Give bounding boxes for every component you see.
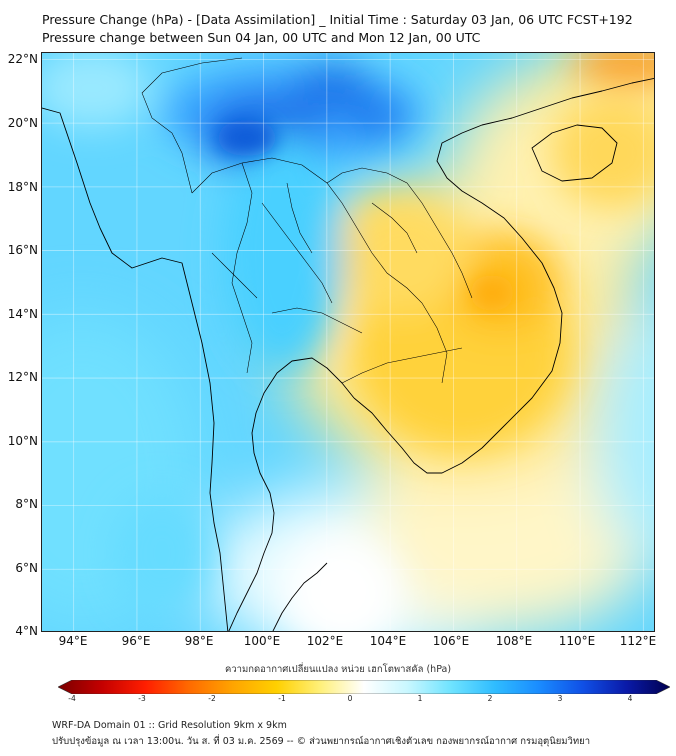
lat-label-22: 22°N	[7, 52, 38, 66]
boundary-cambodia	[341, 347, 463, 384]
colorbar-tick-neg3: -3	[138, 694, 146, 703]
lat-label-8: 8°N	[15, 497, 38, 511]
boundary-province-a	[261, 202, 333, 304]
lon-label-104: 104°E	[369, 634, 407, 648]
colorbar-tick-neg2: -2	[208, 694, 216, 703]
colorbar-bar	[57, 679, 671, 695]
boundary-province-b	[271, 307, 363, 334]
map-canvas	[42, 53, 654, 631]
lon-label-102: 102°E	[306, 634, 344, 648]
lat-label-20: 20°N	[7, 116, 38, 130]
gridlines	[42, 53, 654, 631]
boundary-icon	[141, 57, 473, 384]
lon-label-100: 100°E	[243, 634, 281, 648]
pressure-change-map[interactable]	[41, 52, 655, 632]
colorbar-tick-neg4: -4	[68, 694, 76, 703]
boundary-province-c	[211, 252, 258, 299]
lon-label-94: 94°E	[58, 634, 88, 648]
lon-label-108: 108°E	[495, 634, 533, 648]
lat-label-10: 10°N	[7, 434, 38, 448]
chart-subtitle: Pressure change between Sun 04 Jan, 00 U…	[42, 30, 481, 45]
boundary-myanmar-north	[141, 57, 243, 194]
lat-label-14: 14°N	[7, 307, 38, 321]
coastline-malaya	[272, 562, 328, 631]
lon-label-98: 98°E	[184, 634, 214, 648]
footer-domain-info: WRF-DA Domain 01 :: Grid Resolution 9km …	[52, 720, 287, 731]
coastline-vietnam	[353, 77, 654, 474]
chart-title: Pressure Change (hPa) - [Data Assimilati…	[42, 12, 633, 27]
boundary-province-e	[286, 182, 313, 254]
field-layer-detail	[42, 53, 654, 631]
lat-label-16: 16°N	[7, 243, 38, 257]
colorbar-label: ความกดอากาศเปลี่ยนแปลง หน่วย เฮกโตพาสคัล…	[224, 664, 452, 675]
lat-label-6: 6°N	[15, 561, 38, 575]
footer-credit: ปรับปรุงข้อมูล ณ เวลา 13:00น. วัน ส. ที่…	[52, 736, 591, 747]
colorbar-tick-4: 4	[627, 694, 633, 703]
lon-label-96: 96°E	[121, 634, 151, 648]
colorbar-tick-2: 2	[487, 694, 493, 703]
boundary-thai-laos	[191, 157, 448, 384]
coastline-myanmar	[42, 107, 229, 631]
lon-label-106: 106°E	[432, 634, 470, 648]
colorbar-tick-3: 3	[557, 694, 563, 703]
coastline-icon	[42, 77, 654, 631]
boundary-province-d	[371, 202, 418, 254]
colorbar-tick-0: 0	[347, 694, 353, 703]
boundary-thai-myanmar	[231, 162, 253, 374]
colorbar-svg	[57, 679, 671, 695]
boundary-laos-vietnam	[326, 167, 473, 299]
colorbar	[57, 679, 671, 695]
lat-label-4: 4°N	[15, 624, 38, 638]
lon-label-112: 112°E	[619, 634, 657, 648]
coastline-gulf-west	[228, 357, 355, 631]
lat-label-12: 12°N	[7, 370, 38, 384]
colorbar-tick-1: 1	[417, 694, 423, 703]
coastline-hainan	[531, 124, 618, 182]
colorbar-tick-neg1: -1	[278, 694, 286, 703]
lat-label-18: 18°N	[7, 180, 38, 194]
lon-label-110: 110°E	[558, 634, 596, 648]
field-layer-core	[217, 120, 514, 311]
